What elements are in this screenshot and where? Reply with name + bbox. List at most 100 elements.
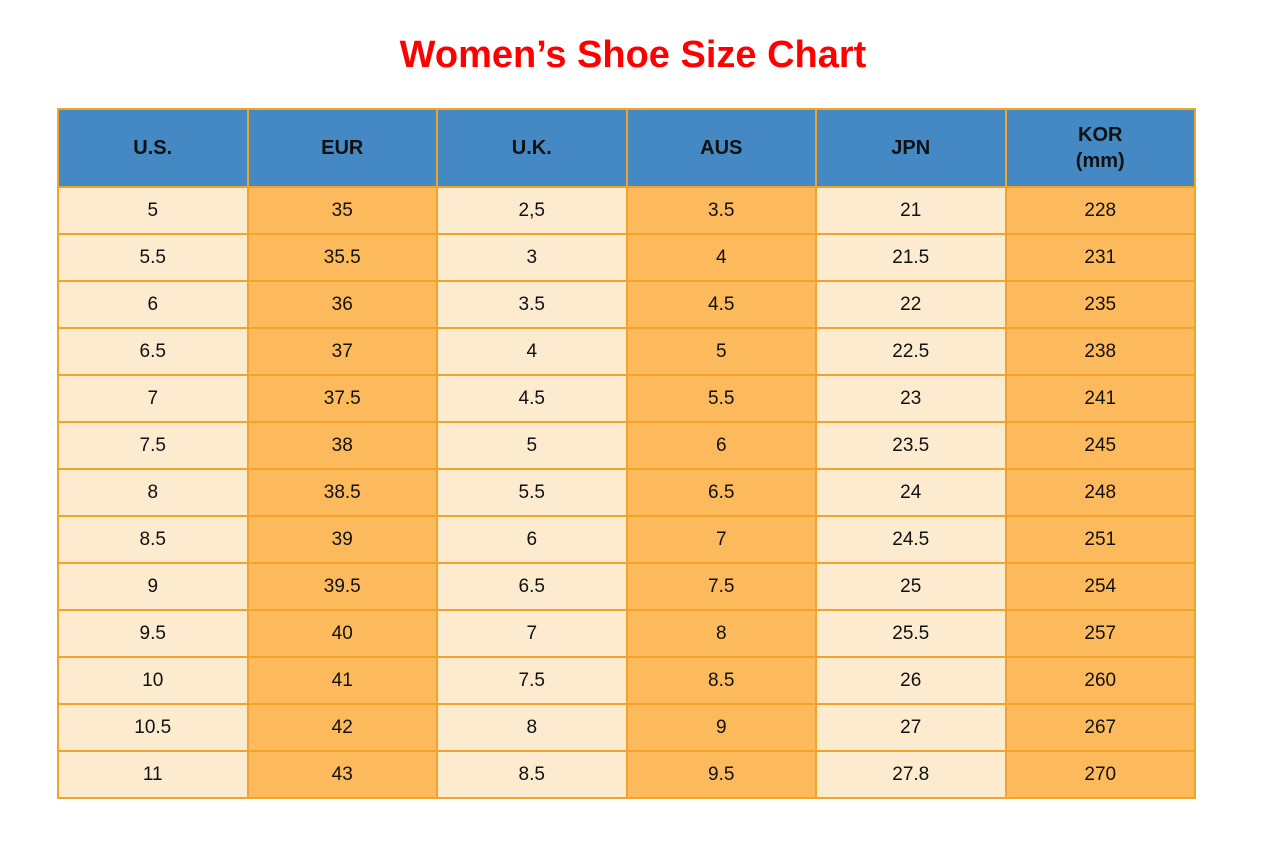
cell-eur: 41 xyxy=(246,656,438,705)
cell-jpn: 21.5 xyxy=(815,233,1007,282)
cell-aus: 8 xyxy=(625,609,817,658)
cell-eur: 36 xyxy=(246,280,438,329)
cell-us: 11 xyxy=(57,750,249,799)
cell-eur: 38.5 xyxy=(246,468,438,517)
cell-aus: 7 xyxy=(625,515,817,564)
cell-jpn: 22 xyxy=(815,280,1007,329)
cell-jpn: 24.5 xyxy=(815,515,1007,564)
header-cell-jpn: JPN xyxy=(815,108,1007,188)
cell-eur: 37.5 xyxy=(246,374,438,423)
cell-jpn: 23.5 xyxy=(815,421,1007,470)
header-cell-eur: EUR xyxy=(246,108,438,188)
cell-uk: 3.5 xyxy=(436,280,628,329)
cell-uk: 5 xyxy=(436,421,628,470)
cell-us: 6 xyxy=(57,280,249,329)
header-cell-uk: U.K. xyxy=(436,108,628,188)
cell-jpn: 24 xyxy=(815,468,1007,517)
table-row: 9.5 40 7 8 25.5 257 xyxy=(57,609,1196,658)
table-row: 8 38.5 5.5 6.5 24 248 xyxy=(57,468,1196,517)
cell-aus: 3.5 xyxy=(625,186,817,235)
cell-us: 6.5 xyxy=(57,327,249,376)
header-label: U.S. xyxy=(133,137,173,159)
cell-kor: 228 xyxy=(1004,186,1196,235)
cell-aus: 9 xyxy=(625,703,817,752)
cell-jpn: 25 xyxy=(815,562,1007,611)
table-row: 11 43 8.5 9.5 27.8 270 xyxy=(57,750,1196,799)
cell-uk: 6.5 xyxy=(436,562,628,611)
cell-jpn: 26 xyxy=(815,656,1007,705)
table-row: 10.5 42 8 9 27 267 xyxy=(57,703,1196,752)
cell-us: 9.5 xyxy=(57,609,249,658)
cell-aus: 4.5 xyxy=(625,280,817,329)
cell-aus: 7.5 xyxy=(625,562,817,611)
cell-aus: 8.5 xyxy=(625,656,817,705)
cell-us: 7 xyxy=(57,374,249,423)
cell-kor: 238 xyxy=(1004,327,1196,376)
table-row: 6 36 3.5 4.5 22 235 xyxy=(57,280,1196,329)
table-row: 8.5 39 6 7 24.5 251 xyxy=(57,515,1196,564)
cell-aus: 6 xyxy=(625,421,817,470)
table-row: 5 35 2,5 3.5 21 228 xyxy=(57,186,1196,235)
cell-us: 10 xyxy=(57,656,249,705)
cell-eur: 40 xyxy=(246,609,438,658)
table-body: 5 35 2,5 3.5 21 228 5.5 35.5 3 4 21.5 231 6 36 3.5 4.5 2… xyxy=(57,186,1196,799)
cell-kor: 260 xyxy=(1004,656,1196,705)
cell-eur: 43 xyxy=(246,750,438,799)
cell-eur: 35.5 xyxy=(246,233,438,282)
cell-us: 9 xyxy=(57,562,249,611)
cell-aus: 4 xyxy=(625,233,817,282)
header-sublabel: (mm) xyxy=(1075,150,1125,172)
cell-kor: 254 xyxy=(1004,562,1196,611)
header-cell-kor: KOR (mm) xyxy=(1004,108,1196,188)
cell-jpn: 25.5 xyxy=(815,609,1007,658)
cell-kor: 251 xyxy=(1004,515,1196,564)
cell-uk: 3 xyxy=(436,233,628,282)
cell-kor: 248 xyxy=(1004,468,1196,517)
cell-aus: 9.5 xyxy=(625,750,817,799)
cell-jpn: 27 xyxy=(815,703,1007,752)
cell-aus: 5.5 xyxy=(625,374,817,423)
shoe-size-table: U.S. EUR U.K. AUS JPN KOR (mm) 5 35 2,5 3.5 21 228 5… xyxy=(57,108,1196,799)
cell-jpn: 22.5 xyxy=(815,327,1007,376)
header-label: JPN xyxy=(891,137,931,159)
cell-us: 5.5 xyxy=(57,233,249,282)
cell-kor: 267 xyxy=(1004,703,1196,752)
cell-us: 5 xyxy=(57,186,249,235)
cell-uk: 7 xyxy=(436,609,628,658)
cell-uk: 8 xyxy=(436,703,628,752)
table-row: 5.5 35.5 3 4 21.5 231 xyxy=(57,233,1196,282)
cell-eur: 39 xyxy=(246,515,438,564)
cell-uk: 7.5 xyxy=(436,656,628,705)
cell-uk: 8.5 xyxy=(436,750,628,799)
cell-us: 10.5 xyxy=(57,703,249,752)
cell-kor: 231 xyxy=(1004,233,1196,282)
cell-uk: 4.5 xyxy=(436,374,628,423)
header-label: U.K. xyxy=(511,137,552,159)
header-cell-aus: AUS xyxy=(625,108,817,188)
header-label: EUR xyxy=(321,137,364,159)
header-label: KOR xyxy=(1078,124,1123,146)
cell-jpn: 23 xyxy=(815,374,1007,423)
table-row: 7 37.5 4.5 5.5 23 241 xyxy=(57,374,1196,423)
cell-uk: 2,5 xyxy=(436,186,628,235)
table-header: U.S. EUR U.K. AUS JPN KOR (mm) xyxy=(57,108,1196,188)
cell-us: 7.5 xyxy=(57,421,249,470)
cell-kor: 257 xyxy=(1004,609,1196,658)
table-row: 6.5 37 4 5 22.5 238 xyxy=(57,327,1196,376)
cell-uk: 4 xyxy=(436,327,628,376)
cell-kor: 245 xyxy=(1004,421,1196,470)
table-row: 9 39.5 6.5 7.5 25 254 xyxy=(57,562,1196,611)
cell-us: 8.5 xyxy=(57,515,249,564)
cell-uk: 6 xyxy=(436,515,628,564)
table-row: 10 41 7.5 8.5 26 260 xyxy=(57,656,1196,705)
cell-uk: 5.5 xyxy=(436,468,628,517)
table-row: 7.5 38 5 6 23.5 245 xyxy=(57,421,1196,470)
header-row: U.S. EUR U.K. AUS JPN KOR (mm) xyxy=(57,108,1196,188)
cell-jpn: 21 xyxy=(815,186,1007,235)
page-title: Women’s Shoe Size Chart xyxy=(399,34,867,76)
cell-eur: 42 xyxy=(246,703,438,752)
cell-kor: 235 xyxy=(1004,280,1196,329)
cell-eur: 38 xyxy=(246,421,438,470)
cell-us: 8 xyxy=(57,468,249,517)
